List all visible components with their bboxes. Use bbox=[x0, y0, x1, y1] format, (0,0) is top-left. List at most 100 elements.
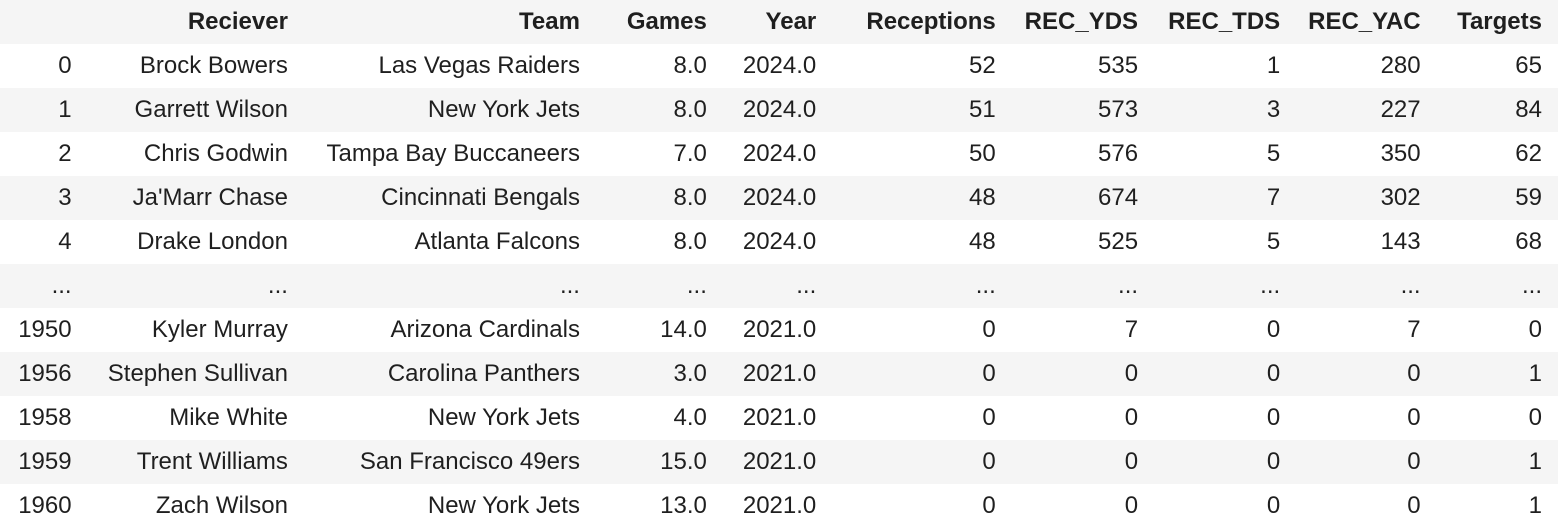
table-cell: 2021.0 bbox=[722, 440, 833, 484]
table-cell: 280 bbox=[1296, 44, 1437, 88]
table-cell: 7 bbox=[1154, 176, 1297, 220]
table-cell: 5 bbox=[1154, 132, 1297, 176]
table-cell: 227 bbox=[1296, 88, 1437, 132]
table-cell: 0 bbox=[1436, 308, 1558, 352]
table-cell: 8.0 bbox=[595, 88, 723, 132]
table-cell: 0 bbox=[1011, 484, 1155, 528]
table-cell: 143 bbox=[1296, 220, 1437, 264]
row-index: ... bbox=[0, 264, 88, 308]
table-cell: Zach Wilson bbox=[87, 484, 304, 528]
row-index: 1958 bbox=[0, 396, 88, 440]
table-cell: Drake London bbox=[87, 220, 304, 264]
column-header: Receptions bbox=[832, 0, 1012, 44]
table-row: 3 Ja'Marr Chase Cincinnati Bengals 8.0 2024.… bbox=[0, 176, 1558, 220]
table-cell: Stephen Sullivan bbox=[87, 352, 304, 396]
table-cell: Atlanta Falcons bbox=[303, 220, 596, 264]
table-cell: 2021.0 bbox=[722, 484, 833, 528]
table-cell: 65 bbox=[1436, 44, 1558, 88]
column-header: Targets bbox=[1436, 0, 1558, 44]
row-index: 2 bbox=[0, 132, 88, 176]
table-row: 1950 Kyler Murray Arizona Cardinals 14.0 202… bbox=[0, 308, 1558, 352]
row-index: 1956 bbox=[0, 352, 88, 396]
table-cell: 0 bbox=[1011, 352, 1155, 396]
table-cell: 0 bbox=[1296, 396, 1437, 440]
row-index: 3 bbox=[0, 176, 88, 220]
table-cell: Ja'Marr Chase bbox=[87, 176, 304, 220]
table-cell: 3 bbox=[1154, 88, 1297, 132]
table-row: 1959 Trent Williams San Francisco 49ers 15.… bbox=[0, 440, 1558, 484]
table-cell: 0 bbox=[1296, 352, 1437, 396]
table-cell: Chris Godwin bbox=[87, 132, 304, 176]
table-cell: 573 bbox=[1011, 88, 1155, 132]
row-index: 4 bbox=[0, 220, 88, 264]
table-cell: 2024.0 bbox=[722, 132, 833, 176]
table-cell: Garrett Wilson bbox=[87, 88, 304, 132]
table-cell: 52 bbox=[832, 44, 1012, 88]
table-cell: 0 bbox=[832, 396, 1012, 440]
table-body: 0 Brock Bowers Las Vegas Raiders 8.0 2024.0 5… bbox=[0, 44, 1558, 528]
row-index: 1959 bbox=[0, 440, 88, 484]
table-cell: 0 bbox=[832, 440, 1012, 484]
table-cell: 1 bbox=[1154, 44, 1297, 88]
table-cell: ... bbox=[832, 264, 1012, 308]
table-cell: New York Jets bbox=[303, 88, 596, 132]
table-cell: 8.0 bbox=[595, 220, 723, 264]
table-cell: 7 bbox=[1011, 308, 1155, 352]
table-cell: 535 bbox=[1011, 44, 1155, 88]
table-cell: Brock Bowers bbox=[87, 44, 304, 88]
column-header: REC_YDS bbox=[1011, 0, 1155, 44]
row-index: 0 bbox=[0, 44, 88, 88]
table-cell: 302 bbox=[1296, 176, 1437, 220]
table-cell: 0 bbox=[1436, 396, 1558, 440]
table-cell: 2024.0 bbox=[722, 88, 833, 132]
row-index: 1950 bbox=[0, 308, 88, 352]
column-header: Reciever bbox=[87, 0, 304, 44]
column-header: REC_TDS bbox=[1154, 0, 1297, 44]
column-header: Games bbox=[595, 0, 723, 44]
table-cell: 2024.0 bbox=[722, 44, 833, 88]
table-cell: 48 bbox=[832, 220, 1012, 264]
table-cell: 2024.0 bbox=[722, 176, 833, 220]
table-row: 1 Garrett Wilson New York Jets 8.0 2024.0 51 5… bbox=[0, 88, 1558, 132]
table-row: 4 Drake London Atlanta Falcons 8.0 2024.0 48 5… bbox=[0, 220, 1558, 264]
table-cell: 0 bbox=[832, 352, 1012, 396]
table-cell: Tampa Bay Buccaneers bbox=[303, 132, 596, 176]
table-cell: 0 bbox=[1011, 396, 1155, 440]
table-cell: 525 bbox=[1011, 220, 1155, 264]
table-cell: 2021.0 bbox=[722, 396, 833, 440]
table-cell: 0 bbox=[1296, 440, 1437, 484]
column-header: Year bbox=[722, 0, 833, 44]
table-cell: ... bbox=[1436, 264, 1558, 308]
table-cell: ... bbox=[595, 264, 723, 308]
table-cell: 7 bbox=[1296, 308, 1437, 352]
table-cell: 0 bbox=[1011, 440, 1155, 484]
table-cell: 51 bbox=[832, 88, 1012, 132]
table-cell: 62 bbox=[1436, 132, 1558, 176]
table-cell: 0 bbox=[1154, 352, 1297, 396]
table-cell: 5 bbox=[1154, 220, 1297, 264]
table-cell: 2024.0 bbox=[722, 220, 833, 264]
table-cell: 7.0 bbox=[595, 132, 723, 176]
table-cell: 2021.0 bbox=[722, 352, 833, 396]
table-row: 1956 Stephen Sullivan Carolina Panthers 3.0… bbox=[0, 352, 1558, 396]
table-cell: 4.0 bbox=[595, 396, 723, 440]
table-cell: Trent Williams bbox=[87, 440, 304, 484]
table-cell: 14.0 bbox=[595, 308, 723, 352]
row-index: 1960 bbox=[0, 484, 88, 528]
table-cell: ... bbox=[1154, 264, 1297, 308]
header-row: Reciever Team Games Year Receptions REC_YDS RE… bbox=[0, 0, 1558, 44]
table-cell: 68 bbox=[1436, 220, 1558, 264]
table-row: 1960 Zach Wilson New York Jets 13.0 2021.0 0 0… bbox=[0, 484, 1558, 528]
row-index: 1 bbox=[0, 88, 88, 132]
table-cell: Arizona Cardinals bbox=[303, 308, 596, 352]
table-cell: Kyler Murray bbox=[87, 308, 304, 352]
table-cell: New York Jets bbox=[303, 396, 596, 440]
table-cell: 15.0 bbox=[595, 440, 723, 484]
table-cell: ... bbox=[1296, 264, 1437, 308]
table-header: Reciever Team Games Year Receptions REC_YDS RE… bbox=[0, 0, 1558, 44]
table-cell: ... bbox=[303, 264, 596, 308]
table-cell: 0 bbox=[1154, 440, 1297, 484]
table-cell: Carolina Panthers bbox=[303, 352, 596, 396]
